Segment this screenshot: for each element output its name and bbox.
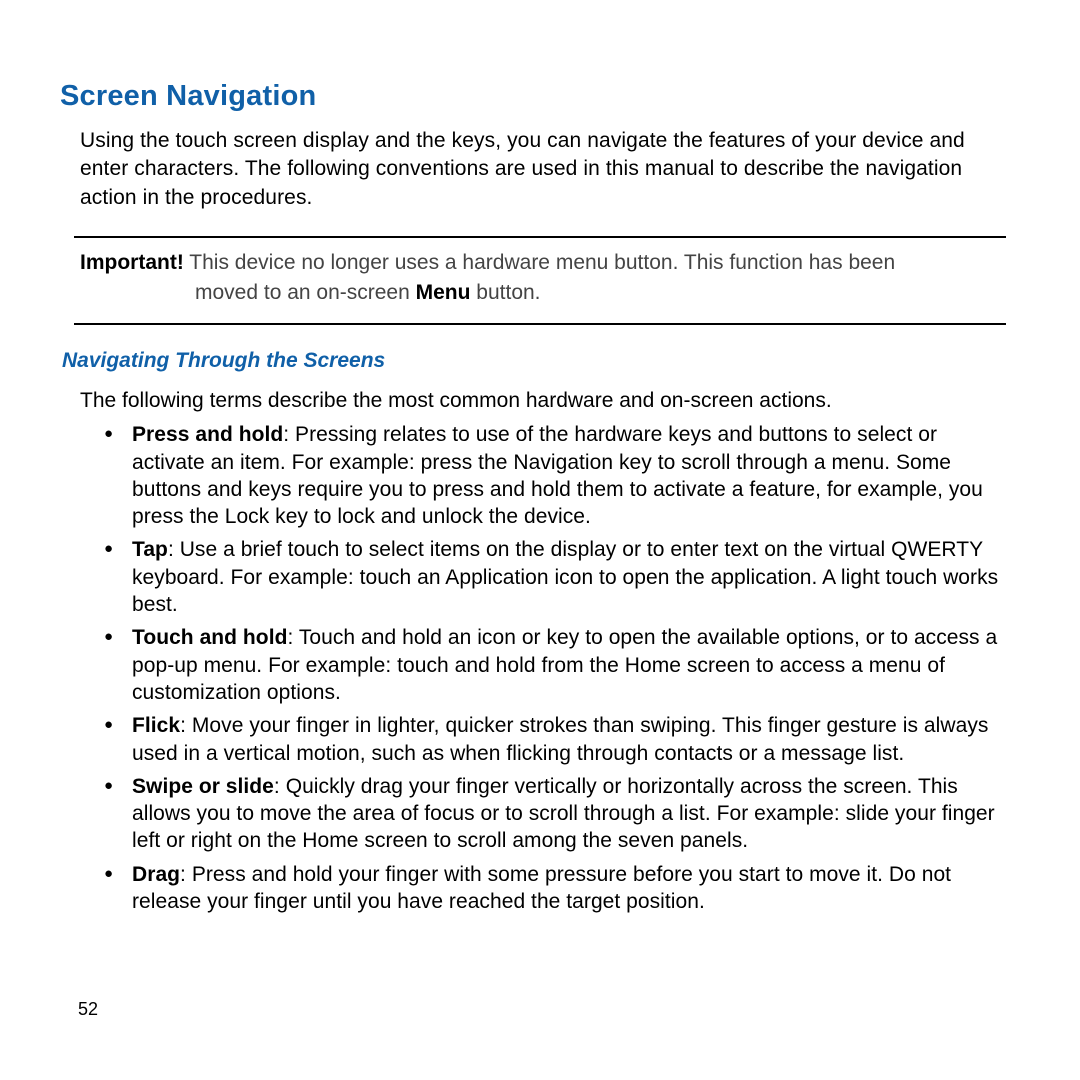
list-item: Drag: Press and hold your finger with so… [104,861,1002,916]
term: Touch and hold [132,626,287,649]
subsection-intro: The following terms describe the most co… [80,387,1020,415]
list-item: Swipe or slide: Quickly drag your finger… [104,773,1002,855]
callout-label: Important! [80,251,184,274]
callout-line1: This device no longer uses a hardware me… [184,251,895,274]
callout-text: Important! This device no longer uses a … [74,248,1006,309]
action-list: Press and hold: Pressing relates to use … [104,421,1002,915]
desc: : Press and hold your finger with some p… [132,863,951,913]
list-item: Touch and hold: Touch and hold an icon o… [104,624,1002,706]
term: Press and hold [132,423,283,446]
term: Swipe or slide [132,775,274,798]
desc: : Move your finger in lighter, quicker s… [132,714,988,764]
list-item: Tap: Use a brief touch to select items o… [104,536,1002,618]
subsection-heading: Navigating Through the Screens [62,349,1020,373]
list-item: Flick: Move your finger in lighter, quic… [104,712,1002,767]
callout-line2: moved to an on-screen Menu button. [80,278,1000,308]
list-item: Press and hold: Pressing relates to use … [104,421,1002,530]
page-number: 52 [78,999,98,1020]
intro-paragraph: Using the touch screen display and the k… [80,127,1010,212]
term: Flick [132,714,180,737]
desc: : Use a brief touch to select items on t… [132,538,998,616]
term: Drag [132,863,180,886]
important-callout: Important! This device no longer uses a … [74,236,1006,325]
section-heading: Screen Navigation [60,80,1020,113]
term: Tap [132,538,168,561]
